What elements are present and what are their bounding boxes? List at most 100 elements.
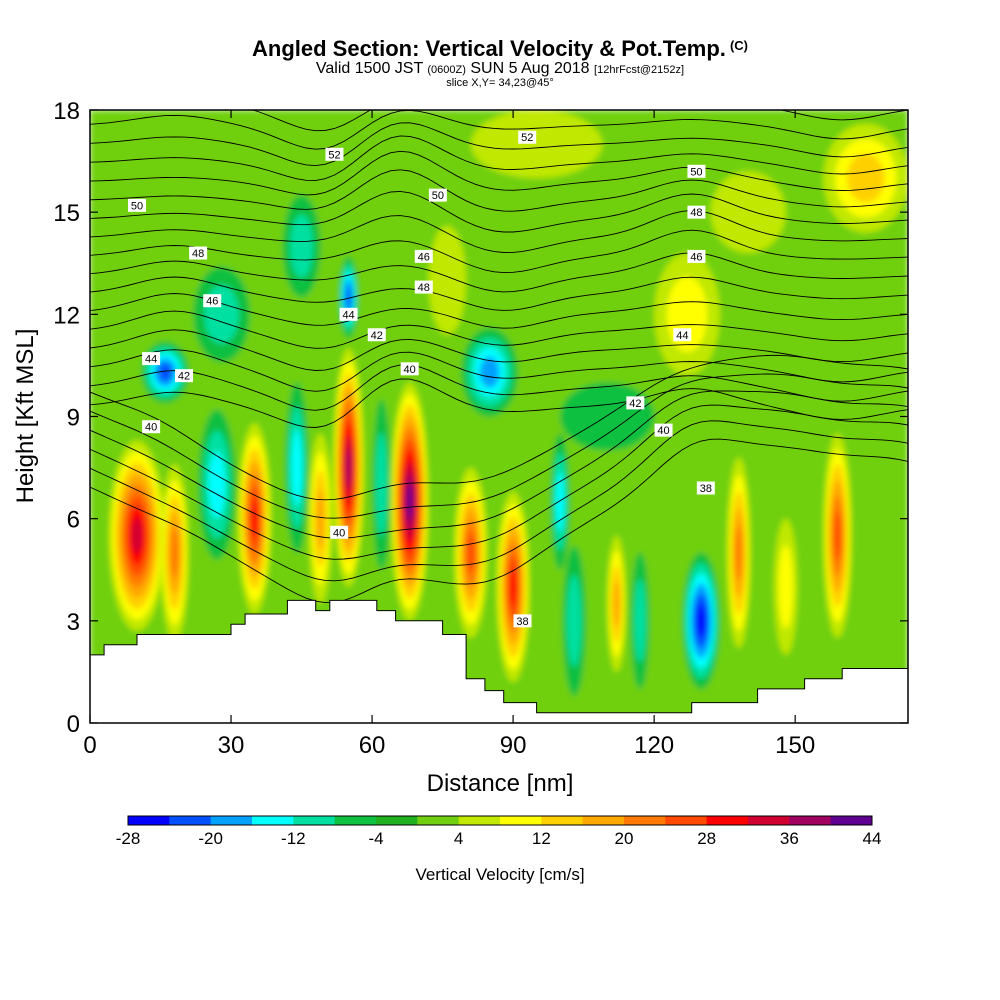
contour-label-13: 44 (142, 352, 161, 366)
theta-isoline-11 (90, 310, 908, 349)
colorbar-tick-label: 36 (780, 829, 799, 848)
theta-isoline-20 (90, 135, 908, 181)
chart-title: Angled Section: Vertical Velocity & Pot.… (252, 36, 748, 61)
velocity-cell-9 (339, 256, 358, 339)
colorbar-label: Vertical Velocity [cm/s] (415, 865, 584, 884)
theta-isoline-14 (90, 252, 908, 293)
svg-text:42: 42 (629, 398, 641, 410)
colorbar-swatch (293, 816, 336, 825)
svg-text:40: 40 (404, 364, 416, 376)
svg-text:38: 38 (700, 483, 712, 495)
velocity-cell-24 (823, 123, 908, 233)
velocity-cell-22 (823, 433, 852, 638)
colorbar-tick-label: -20 (198, 829, 223, 848)
theta-isoline-9 (90, 349, 908, 392)
colorbar-tick-label: -28 (116, 829, 141, 848)
contour-label-1: 52 (325, 147, 344, 161)
colorbar-swatch (376, 816, 418, 825)
velocity-cell-4 (198, 409, 236, 560)
svg-text:48: 48 (690, 207, 702, 219)
velocity-cell-20 (727, 457, 751, 649)
y-tick-label: 18 (53, 98, 80, 125)
velocity-cell-25 (710, 171, 786, 254)
velocity-cell-21 (774, 518, 798, 655)
svg-text:44: 44 (145, 354, 157, 366)
velocity-cell-1 (108, 440, 166, 632)
colorbar-swatch (500, 816, 542, 825)
theta-isoline-17 (90, 190, 908, 233)
velocity-cell-26 (470, 110, 603, 179)
colorbar-swatch (706, 816, 749, 825)
velocity-cell-15 (550, 433, 570, 570)
theta-isoline-12 (90, 293, 908, 329)
contour-label-8: 48 (414, 280, 433, 294)
axes: 0 30 60 90 120 150 0 3 6 9 12 15 18 (53, 98, 908, 759)
terrain (90, 599, 908, 723)
colorbar: -28 -20 -12 -4 4 12 20 28 36 44 (116, 815, 881, 848)
velocity-cell-19 (682, 552, 720, 689)
theta-isoline-15 (90, 229, 908, 274)
svg-text:48: 48 (418, 282, 430, 294)
theta-isoline-18 (90, 169, 908, 212)
colorbar-swatch (624, 816, 666, 825)
contour-label-21: 40 (330, 525, 349, 539)
velocity-cell-8 (333, 348, 364, 587)
svg-text:46: 46 (690, 251, 702, 263)
x-tick-label: 30 (218, 732, 245, 759)
contour-label-22: 38 (696, 481, 715, 495)
contour-label-2: 52 (518, 130, 537, 144)
contour-label-11: 46 (687, 249, 706, 263)
velocity-cell-16 (562, 545, 586, 696)
contour-label-18: 40 (142, 420, 161, 434)
velocity-cell-13 (454, 467, 488, 638)
contour-label-17: 42 (626, 396, 645, 410)
y-tick-label: 12 (53, 302, 80, 329)
svg-text:44: 44 (342, 309, 354, 321)
colorbar-swatch (789, 816, 832, 825)
theta-isoline-2 (90, 420, 908, 582)
contour-label-5: 50 (687, 164, 706, 178)
svg-text:46: 46 (206, 296, 218, 308)
contour-label-7: 48 (687, 205, 706, 219)
theta-isoline-1 (90, 438, 908, 604)
velocity-cell-14 (496, 491, 530, 683)
colorbar-swatch (169, 816, 212, 825)
theta-isoline-19 (90, 150, 908, 196)
colorbar-tick-label: -12 (281, 829, 306, 848)
velocity-cell-11 (390, 382, 429, 621)
contour-label-10: 46 (414, 249, 433, 263)
svg-text:50: 50 (432, 190, 444, 202)
svg-text:40: 40 (145, 422, 157, 434)
colorbar-tick-label: 4 (454, 829, 463, 848)
velocity-cell-2 (160, 464, 189, 642)
contour-label-3: 50 (128, 198, 147, 212)
svg-text:52: 52 (328, 149, 340, 161)
svg-text:48: 48 (192, 248, 204, 260)
colorbar-tick-label: 20 (615, 829, 634, 848)
contour-label-12: 44 (339, 307, 358, 321)
x-tick-label: 150 (775, 732, 815, 759)
colorbar-swatch (748, 816, 790, 825)
svg-text:46: 46 (418, 251, 430, 263)
colorbar-swatch (252, 816, 294, 825)
svg-text:50: 50 (690, 166, 702, 178)
colorbar-frame (127, 815, 873, 826)
svg-text:40: 40 (333, 527, 345, 539)
theta-isoline-21 (90, 122, 908, 167)
title-mark: (C) (729, 38, 748, 53)
colorbar-swatch (334, 816, 377, 825)
x-tick-label: 0 (83, 732, 96, 759)
contour-labels: 52 52 50 50 50 48 48 48 46 46 46 44 44 44 42 42 42 40 40 40… (128, 130, 715, 628)
colorbar-tick-label: 28 (697, 829, 716, 848)
theta-isoline-10 (90, 329, 908, 371)
velocity-cell-7 (308, 433, 333, 604)
y-tick-label: 15 (53, 200, 80, 227)
velocity-cell-10 (372, 399, 391, 570)
theta-isoline-5 (90, 373, 908, 519)
y-axis-label: Height [Kft MSL] (12, 329, 39, 504)
velocity-cell-23 (654, 253, 720, 376)
colorbar-swatch (541, 816, 584, 825)
theta-contours (90, 110, 908, 604)
theta-isoline-6 (90, 354, 908, 501)
